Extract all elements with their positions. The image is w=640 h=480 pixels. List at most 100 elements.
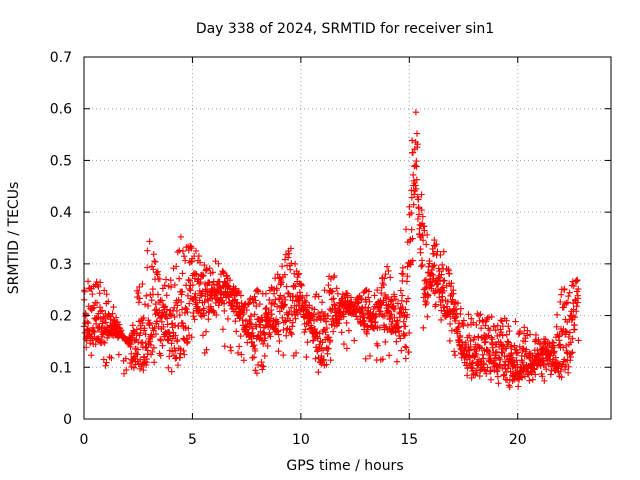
data-point — [186, 300, 193, 307]
data-point — [148, 297, 155, 304]
data-point — [99, 338, 107, 346]
data-point — [472, 350, 480, 358]
data-point — [329, 328, 337, 335]
data-point — [553, 323, 560, 330]
data-point — [575, 285, 582, 293]
data-point — [184, 338, 191, 345]
data-point — [464, 321, 472, 329]
data-point — [427, 270, 435, 277]
data-point — [150, 359, 158, 366]
data-point — [201, 261, 208, 269]
data-point — [179, 288, 186, 296]
data-point — [240, 304, 247, 312]
data-point — [328, 296, 336, 303]
y-tick-label: 0.4 — [50, 205, 72, 221]
data-point — [263, 304, 270, 312]
data-point — [292, 349, 300, 357]
data-point — [455, 324, 462, 331]
data-point — [279, 314, 286, 321]
data-point — [188, 333, 195, 341]
data-point — [393, 358, 401, 365]
data-point — [240, 357, 248, 364]
data-point — [130, 364, 138, 372]
data-point — [541, 377, 548, 385]
data-point — [275, 331, 282, 338]
data-point — [515, 330, 523, 338]
data-point — [312, 355, 319, 362]
data-point — [238, 351, 245, 358]
data-point — [423, 241, 430, 248]
data-point — [514, 349, 522, 356]
data-point — [260, 340, 267, 348]
data-point — [141, 301, 149, 308]
data-point — [397, 335, 404, 342]
data-point — [497, 328, 505, 336]
data-point — [503, 331, 510, 338]
data-point — [315, 368, 322, 376]
data-point — [267, 306, 275, 314]
data-point — [423, 299, 430, 307]
data-point — [437, 316, 445, 324]
data-point — [143, 264, 151, 271]
data-point — [105, 298, 112, 305]
data-point — [325, 345, 332, 352]
data-point — [488, 313, 495, 321]
data-point — [292, 283, 299, 290]
data-point — [288, 330, 295, 338]
data-point — [516, 327, 524, 335]
data-point — [253, 302, 260, 310]
data-point — [343, 345, 351, 352]
data-point — [414, 140, 421, 148]
data-point — [273, 303, 281, 310]
axis-ticks: 0 0.1 0.2 0.3 0.4 0.5 0.6 0.7 0 5 10 15 20 — [50, 50, 611, 448]
data-point — [392, 295, 400, 303]
data-point — [176, 311, 183, 319]
data-point — [408, 194, 416, 201]
data-point — [434, 248, 441, 255]
data-point — [168, 348, 176, 355]
data-point — [324, 350, 331, 358]
data-point — [224, 315, 232, 323]
data-point — [153, 269, 160, 277]
data-point — [446, 270, 453, 278]
data-point — [440, 248, 447, 255]
data-point — [366, 298, 373, 305]
data-point — [456, 342, 463, 350]
data-point — [330, 295, 337, 302]
data-point — [174, 361, 182, 369]
data-point — [389, 318, 396, 325]
data-point — [244, 300, 252, 308]
data-point — [115, 351, 123, 358]
data-point — [281, 271, 289, 278]
data-point — [427, 281, 434, 289]
data-point — [465, 311, 472, 318]
data-point — [504, 338, 511, 345]
data-point — [403, 311, 411, 319]
data-point — [274, 271, 281, 278]
data-point — [487, 367, 494, 375]
data-point — [532, 371, 539, 378]
data-point — [477, 325, 485, 332]
data-point — [440, 277, 447, 285]
data-point — [287, 304, 295, 312]
data-point — [314, 309, 322, 317]
data-point — [235, 289, 242, 296]
data-point — [183, 305, 190, 313]
data-point — [403, 298, 410, 305]
data-point — [564, 369, 572, 376]
data-point — [439, 284, 447, 291]
data-point — [158, 297, 166, 304]
data-point — [295, 270, 303, 277]
data-point — [565, 292, 572, 300]
data-point — [421, 290, 429, 297]
data-point — [343, 319, 350, 327]
data-point — [428, 282, 435, 290]
data-point — [316, 313, 324, 320]
data-point — [154, 291, 162, 298]
data-point — [275, 320, 282, 327]
data-point — [562, 327, 569, 335]
data-point — [484, 348, 492, 355]
data-point — [256, 300, 264, 308]
data-point — [547, 371, 555, 378]
